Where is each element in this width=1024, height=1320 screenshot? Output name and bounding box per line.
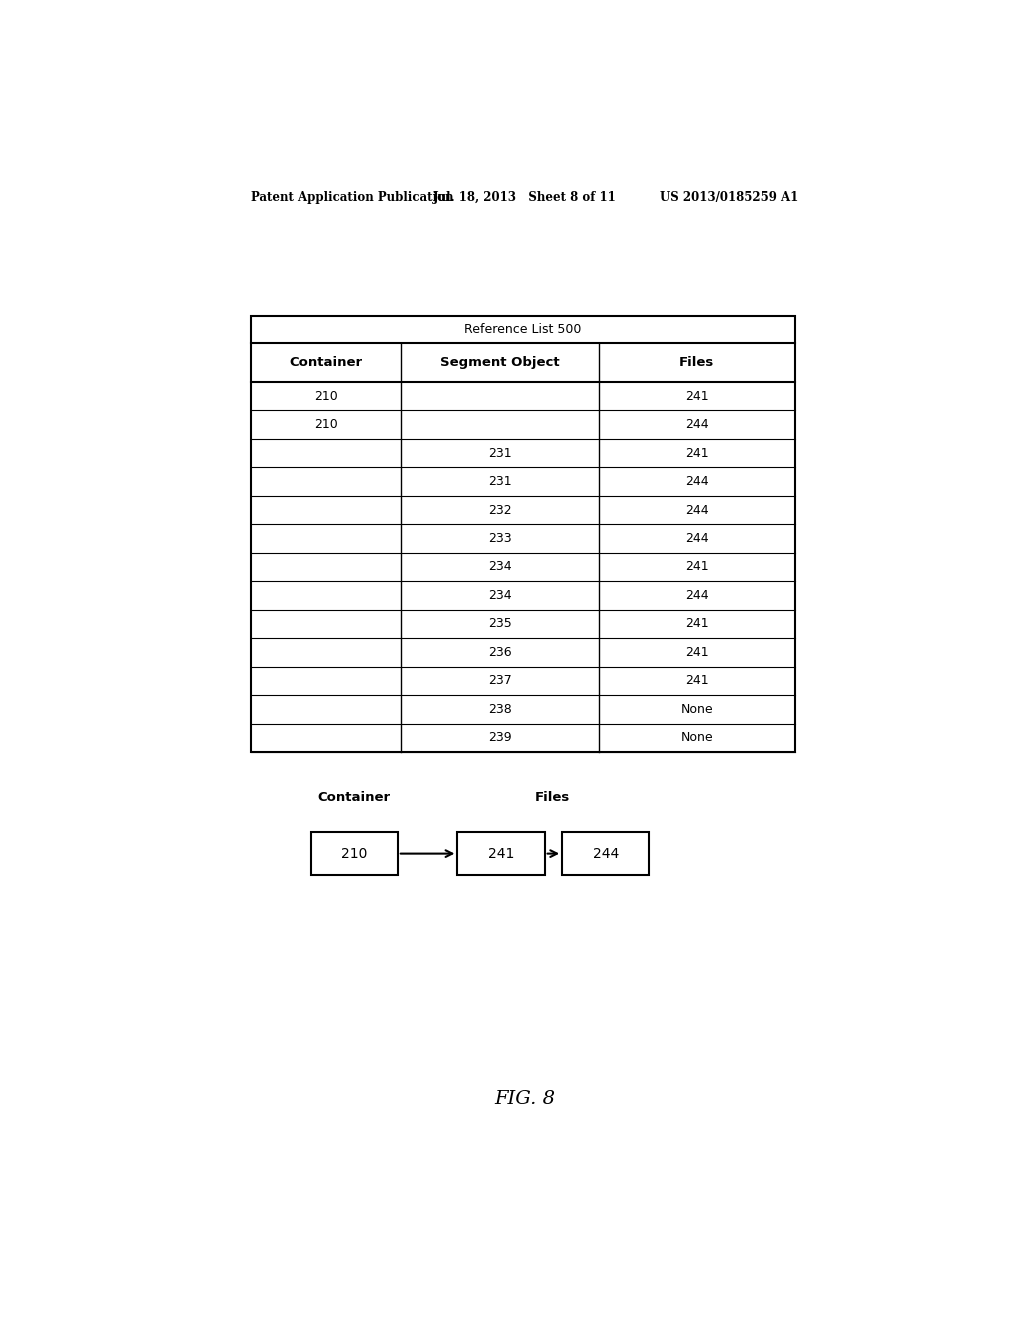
Text: 239: 239 (487, 731, 512, 744)
Text: 241: 241 (685, 561, 709, 573)
Text: US 2013/0185259 A1: US 2013/0185259 A1 (660, 190, 799, 203)
Text: None: None (681, 731, 713, 744)
Text: 234: 234 (487, 589, 512, 602)
Text: 244: 244 (685, 532, 709, 545)
Text: 210: 210 (341, 846, 368, 861)
Text: 231: 231 (487, 475, 512, 488)
Text: 231: 231 (487, 446, 512, 459)
Bar (458, 833, 545, 875)
Text: 241: 241 (685, 389, 709, 403)
Text: Container: Container (317, 791, 391, 804)
Text: 241: 241 (685, 618, 709, 631)
Text: 235: 235 (487, 618, 512, 631)
Text: Segment Object: Segment Object (440, 356, 559, 370)
Text: 241: 241 (685, 675, 709, 688)
Text: 244: 244 (685, 418, 709, 432)
Text: 236: 236 (487, 645, 512, 659)
Text: 234: 234 (487, 561, 512, 573)
Bar (251, 315, 795, 752)
Text: Files: Files (535, 791, 570, 804)
Text: 210: 210 (314, 389, 338, 403)
Text: 241: 241 (685, 446, 709, 459)
Text: Reference List 500: Reference List 500 (464, 323, 582, 337)
Text: 241: 241 (685, 645, 709, 659)
Text: 244: 244 (593, 846, 618, 861)
Text: 237: 237 (487, 675, 512, 688)
Text: Files: Files (679, 356, 715, 370)
Text: 244: 244 (685, 503, 709, 516)
Text: 233: 233 (487, 532, 512, 545)
Text: 241: 241 (487, 846, 514, 861)
Text: 238: 238 (487, 702, 512, 715)
Text: 244: 244 (685, 589, 709, 602)
Text: Container: Container (289, 356, 362, 370)
Text: 244: 244 (685, 475, 709, 488)
Text: Patent Application Publication: Patent Application Publication (251, 190, 454, 203)
Bar (562, 833, 649, 875)
Text: 210: 210 (314, 418, 338, 432)
Text: None: None (681, 702, 713, 715)
Text: 232: 232 (487, 503, 512, 516)
Text: FIG. 8: FIG. 8 (495, 1089, 555, 1107)
Bar (310, 833, 398, 875)
Text: Jul. 18, 2013   Sheet 8 of 11: Jul. 18, 2013 Sheet 8 of 11 (433, 190, 616, 203)
